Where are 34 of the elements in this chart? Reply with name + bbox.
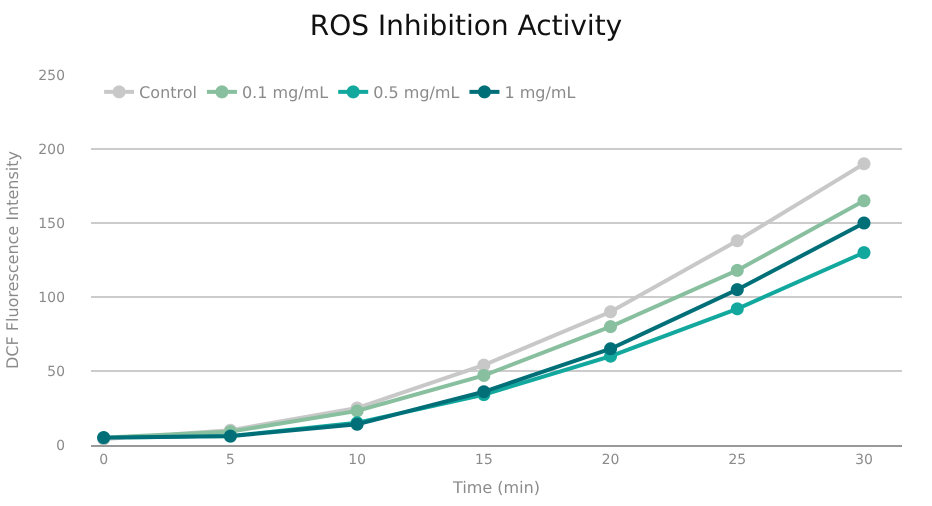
y-tick-label: 200 bbox=[38, 142, 65, 158]
point bbox=[730, 283, 744, 296]
point bbox=[857, 216, 870, 230]
x-tick-label: 30 bbox=[855, 452, 873, 468]
legend-label: 0.5 mg/mL bbox=[373, 83, 460, 102]
y-tick-label: 250 bbox=[38, 68, 65, 84]
legend-label: 1 mg/mL bbox=[504, 83, 576, 102]
point bbox=[857, 157, 870, 170]
point bbox=[730, 302, 744, 316]
point bbox=[857, 194, 870, 208]
x-tick-label: 20 bbox=[602, 452, 620, 468]
point bbox=[604, 305, 618, 318]
point bbox=[350, 404, 364, 418]
legend-label: 0.1 mg/mL bbox=[242, 83, 328, 102]
x-tick-label: 25 bbox=[728, 452, 746, 468]
y-tick-label: 100 bbox=[38, 290, 65, 306]
x-axis-title: Time (min) bbox=[452, 478, 540, 497]
x-tick-label: 5 bbox=[226, 452, 235, 468]
point bbox=[730, 234, 744, 248]
y-tick-label: 0 bbox=[56, 438, 65, 454]
point bbox=[604, 342, 618, 356]
x-tick-label: 0 bbox=[99, 452, 108, 468]
point bbox=[477, 368, 490, 382]
legend-label: Control bbox=[139, 83, 197, 102]
x-tick-label: 10 bbox=[348, 452, 366, 468]
point bbox=[730, 264, 744, 277]
point bbox=[477, 385, 490, 398]
x-tick-label: 15 bbox=[474, 452, 493, 468]
point bbox=[857, 246, 870, 260]
y-axis-title: DCF Fluorescence Intensity bbox=[3, 151, 22, 369]
chart-title: ROS Inhibition Activity bbox=[310, 8, 622, 42]
point bbox=[604, 320, 618, 334]
y-tick-label: 50 bbox=[47, 364, 65, 380]
y-tick-label: 150 bbox=[38, 216, 65, 232]
